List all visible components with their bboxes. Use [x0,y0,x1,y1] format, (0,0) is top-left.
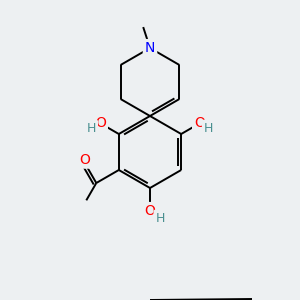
Text: O: O [79,153,90,167]
Text: H: H [204,122,213,134]
Text: N: N [145,41,155,55]
Text: H: H [155,212,165,224]
Text: H: H [87,122,96,134]
Text: O: O [145,204,155,218]
Text: O: O [95,116,106,130]
Text: O: O [194,116,205,130]
